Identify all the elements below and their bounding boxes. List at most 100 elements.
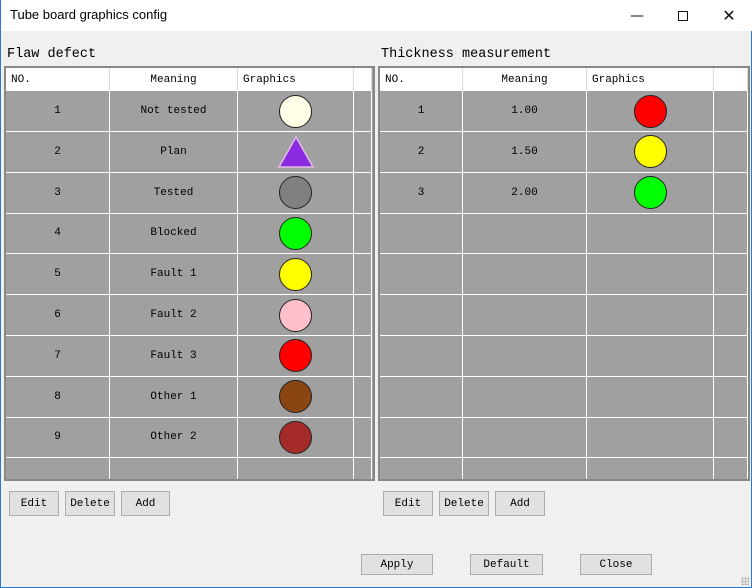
table-row[interactable] [380,458,748,479]
circle-shape [279,216,312,250]
graphics-cell [587,417,714,458]
no-cell: 2 [6,131,110,172]
graphics-cell [238,295,354,335]
apply-button[interactable]: Apply [361,554,433,575]
filler-cell [714,131,748,172]
filler-cell [714,335,748,376]
table-row[interactable] [380,335,748,377]
table-row[interactable] [380,376,748,418]
close-window-button[interactable]: ✕ [706,0,752,31]
table-row[interactable] [380,295,748,336]
column-header[interactable]: Graphics [238,68,354,91]
window-title: Tube board graphics config [10,7,168,22]
maximize-button[interactable] [660,0,706,31]
no-cell [380,254,463,295]
table-row[interactable]: 1 Not tested [6,91,372,132]
filler-cell [714,417,748,458]
table-row[interactable]: 6 Fault 2 [6,295,372,336]
meaning-cell: 1.00 [463,91,587,131]
table-row[interactable]: 2 Plan [6,131,372,173]
graphics-cell [587,91,714,131]
table-row[interactable]: 3 Tested [6,172,372,214]
filler-cell [714,295,748,335]
column-header[interactable]: NO. [6,68,110,91]
filler-cell [354,335,372,376]
filler-cell [714,458,748,479]
circle-shape [279,380,312,414]
circle-shape [279,420,312,454]
column-header[interactable] [714,68,748,91]
graphics-cell [587,458,714,479]
column-header[interactable]: Graphics [587,68,714,91]
no-cell [6,458,110,479]
resize-grip[interactable] [741,577,749,585]
filler-cell [354,417,372,458]
no-cell: 7 [6,335,110,376]
table-row[interactable] [380,213,748,255]
circle-shape [633,135,667,169]
meaning-cell [463,213,587,254]
minimize-icon: — [630,7,644,24]
table-header: NO. Meaning Graphics [6,68,372,91]
no-cell [380,295,463,335]
meaning-cell [463,335,587,376]
flaw-defect-label: Flaw defect [7,47,97,62]
no-cell [380,213,463,254]
table-row[interactable]: 1 1.00 [380,91,748,132]
minimize-button[interactable]: — [614,0,660,31]
table-row[interactable]: 2 1.50 [380,131,748,173]
table-row[interactable]: 9 Other 2 [6,417,372,459]
table-row[interactable]: 7 Fault 3 [6,335,372,377]
default-button[interactable]: Default [470,554,543,575]
flaw-defect-table[interactable]: NO. Meaning Graphics 1 Not tested 2 Plan 3 Teste… [4,66,375,481]
table-row[interactable] [380,417,748,459]
no-cell [380,458,463,479]
graphics-cell [238,376,354,417]
column-header[interactable] [354,68,372,91]
meaning-cell [463,458,587,479]
filler-cell [714,213,748,254]
meaning-cell [463,376,587,417]
table-row[interactable]: 3 2.00 [380,172,748,214]
filler-cell [714,376,748,417]
graphics-cell [238,172,354,213]
no-cell: 6 [6,295,110,335]
no-cell: 2 [380,131,463,172]
meaning-cell: Blocked [110,213,238,254]
filler-cell [354,131,372,172]
close-button[interactable]: Close [580,554,652,575]
thickness-table[interactable]: NO. Meaning Graphics 1 1.00 2 1.50 3 2.00 [378,66,750,481]
thickness-add-button[interactable]: Add [495,491,545,516]
flaw-add-button[interactable]: Add [121,491,170,516]
meaning-cell [110,458,238,479]
thickness-delete-button[interactable]: Delete [439,491,489,516]
no-cell [380,335,463,376]
title-bar: Tube board graphics config — ✕ [1,0,752,31]
table-row[interactable]: 5 Fault 1 [6,254,372,296]
table-row[interactable]: 8 Other 1 [6,376,372,418]
column-header[interactable]: NO. [380,68,463,91]
thickness-edit-button[interactable]: Edit [383,491,433,516]
filler-cell [354,376,372,417]
graphics-cell [587,254,714,295]
meaning-cell: 1.50 [463,131,587,172]
table-row[interactable]: 4 Blocked [6,213,372,255]
circle-shape [279,339,312,373]
flaw-edit-button[interactable]: Edit [9,491,59,516]
column-header[interactable]: Meaning [463,68,587,91]
table-row[interactable] [380,254,748,296]
no-cell: 3 [380,172,463,213]
no-cell [380,376,463,417]
meaning-cell: Fault 1 [110,254,238,295]
meaning-cell [463,254,587,295]
column-header[interactable]: Meaning [110,68,238,91]
graphics-cell [587,376,714,417]
no-cell: 1 [380,91,463,131]
filler-cell [714,91,748,131]
table-row[interactable] [6,458,372,479]
circle-shape [279,298,312,332]
flaw-delete-button[interactable]: Delete [65,491,115,516]
graphics-cell [587,213,714,254]
graphics-cell [587,335,714,376]
